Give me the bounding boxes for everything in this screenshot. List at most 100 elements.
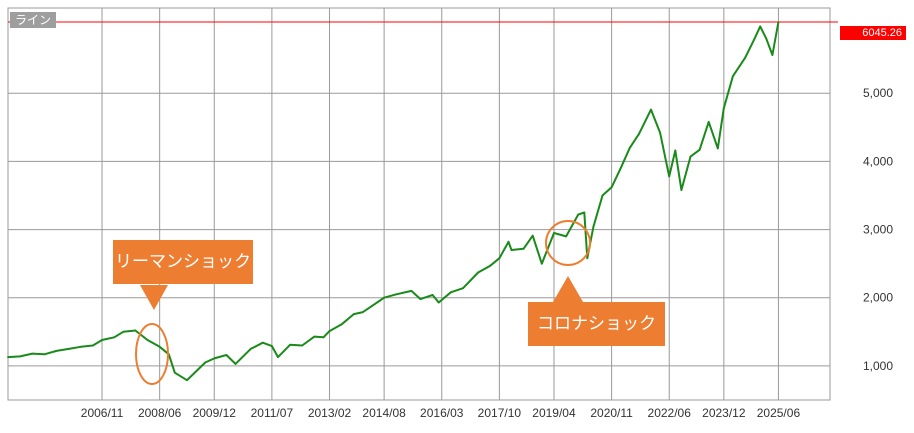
data-point	[158, 345, 161, 348]
data-point	[271, 345, 273, 347]
data-point	[437, 301, 440, 304]
data-point	[362, 311, 364, 313]
data-point	[489, 264, 492, 267]
data-point	[732, 75, 734, 78]
lehman-shock-callout: リーマンショック	[113, 240, 253, 284]
data-point	[43, 353, 46, 356]
data-point	[146, 339, 149, 341]
data-point	[771, 54, 774, 56]
data-point	[592, 225, 595, 228]
corona-highlight-circle	[545, 220, 591, 266]
data-point	[577, 213, 580, 216]
x-tick-label: 2006/11	[81, 406, 124, 420]
data-point	[477, 271, 479, 274]
data-point	[674, 149, 677, 152]
x-tick-label: 2009/12	[193, 406, 237, 420]
data-point	[601, 194, 604, 197]
data-point	[707, 121, 710, 123]
y-tick-label: 1,000	[863, 359, 893, 373]
x-tick-label: 2019/04	[532, 406, 576, 420]
data-point	[204, 361, 207, 364]
x-tick-label: 2014/08	[362, 406, 406, 420]
data-point	[498, 257, 501, 260]
data-point	[744, 56, 746, 59]
x-tick-label: 2013/02	[308, 406, 352, 420]
data-point	[659, 131, 661, 134]
data-point	[716, 147, 719, 150]
data-point	[668, 175, 671, 178]
data-point	[173, 371, 176, 374]
data-point	[610, 186, 613, 189]
data-point	[462, 287, 464, 290]
x-tick-label: 2023/12	[702, 406, 746, 420]
data-point	[92, 344, 94, 347]
last-price-label: 6045.26	[840, 26, 906, 40]
data-point	[234, 363, 237, 365]
x-tick-label: 2016/03	[420, 406, 464, 420]
data-point	[7, 356, 9, 358]
data-point	[753, 38, 756, 41]
data-point	[510, 249, 513, 251]
data-point	[680, 189, 683, 191]
data-point	[722, 107, 725, 110]
data-point	[31, 352, 34, 355]
data-point	[583, 211, 586, 214]
data-point	[55, 350, 58, 352]
data-point	[689, 155, 692, 158]
x-tick-label: 2011/07	[251, 406, 294, 420]
data-point	[79, 345, 82, 348]
data-point	[628, 146, 631, 149]
corona-callout-pointer	[553, 276, 583, 302]
data-point	[213, 357, 216, 360]
data-point	[619, 167, 622, 170]
chart-mode-tag[interactable]: ライン	[10, 12, 57, 28]
data-point	[289, 343, 291, 346]
y-tick-label: 4,000	[863, 154, 893, 168]
data-point	[698, 148, 701, 151]
data-point	[419, 298, 422, 300]
data-point	[19, 355, 21, 358]
data-point	[277, 356, 279, 358]
x-tick-label: 2008/06	[138, 406, 182, 420]
data-point	[186, 379, 188, 382]
data-point	[301, 344, 304, 347]
data-point	[586, 257, 589, 260]
data-point	[340, 323, 343, 326]
data-point	[410, 290, 413, 292]
data-point	[134, 329, 137, 332]
plot-frame	[7, 7, 831, 401]
data-point	[759, 25, 762, 28]
y-tick-label: 3,000	[863, 223, 893, 237]
y-tick-label: 5,000	[863, 86, 893, 100]
data-point	[328, 330, 331, 332]
x-tick-label: 2025/06	[757, 406, 801, 420]
data-point	[383, 296, 385, 299]
data-point	[195, 370, 198, 373]
data-point	[553, 232, 555, 234]
data-point	[101, 339, 103, 341]
x-tick-label: 2022/06	[648, 406, 692, 420]
data-point	[522, 247, 525, 250]
data-point	[638, 133, 640, 136]
data-point	[322, 336, 325, 339]
corona-shock-callout: コロナショック	[528, 302, 665, 346]
data-point	[540, 262, 543, 265]
data-point	[777, 21, 780, 23]
data-point	[395, 293, 398, 296]
data-point	[507, 240, 510, 243]
data-point	[531, 234, 534, 237]
x-tick-label: 2020/11	[590, 406, 633, 420]
data-point	[431, 294, 434, 296]
x-tick-label: 2017/10	[478, 406, 522, 420]
data-point	[113, 336, 116, 339]
data-point	[261, 341, 264, 344]
data-point	[765, 37, 768, 40]
data-point	[225, 354, 228, 356]
data-point	[249, 348, 252, 350]
data-point	[122, 330, 125, 333]
data-point	[650, 108, 652, 111]
y-tick-label: 2,000	[863, 291, 893, 305]
lehman-callout-pointer	[140, 285, 168, 310]
